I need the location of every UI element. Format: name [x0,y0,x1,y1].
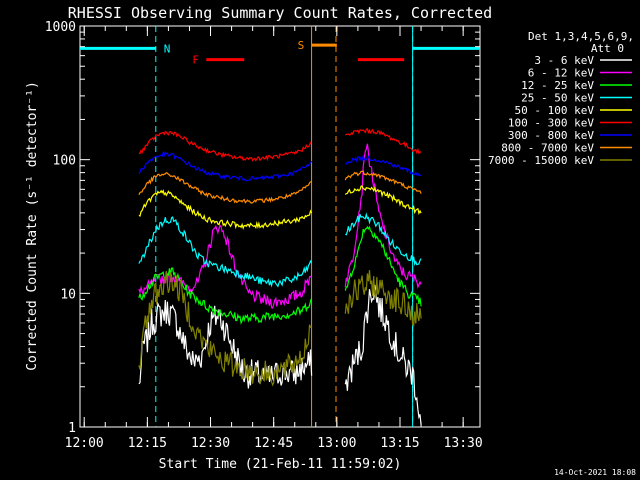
x-axis-label: Start Time (21-Feb-11 11:59:02) [159,457,402,472]
series-line-4-seg0 [138,189,313,230]
y-tick-label: 1000 [45,20,76,35]
x-tick-label: 12:45 [254,436,293,451]
series-line-1-seg1 [344,143,422,290]
y-axis-label: Corrected Count Rate (s⁻¹ detector⁻¹) [25,81,40,371]
y-tick-label: 1 [68,421,76,436]
x-tick-label: 13:00 [317,436,356,451]
y-tick-label: 100 [53,154,76,169]
series-line-3-seg1 [345,212,422,267]
legend-label: 800 - 7000 keV [501,142,594,155]
series-line-8-seg1 [344,270,422,327]
x-tick-label: 12:30 [191,436,230,451]
plot-area [79,25,481,428]
orbit-markers: N F S [80,26,480,427]
chart-title: RHESSI Observing Summary Count Rates, Co… [68,4,492,22]
x-tick-label: 13:15 [380,436,419,451]
series-line-5-seg1 [344,127,422,155]
series-line-4-seg1 [344,185,422,215]
legend-label: 50 - 100 keV [515,104,595,117]
series-line-0-seg1 [344,284,422,426]
series-line-7-seg0 [138,171,312,204]
legend-attenuator: Att 0 [591,42,624,55]
series-line-2-seg0 [138,267,313,325]
flare-label: F [192,54,199,67]
series-line-5-seg0 [138,130,312,162]
series-line-2-seg1 [344,225,422,307]
x-axis: 12:00 12:15 12:30 12:45 13:00 13:15 13:30 [65,26,483,451]
night-label: N [164,42,171,55]
legend-label: 6 - 12 keV [528,67,595,80]
series-line-0-seg0 [138,299,313,389]
legend-label: 7000 - 15000 keV [488,154,594,167]
saa-label: S [298,39,305,52]
footer-date: 14-Oct-2021 18:08 [554,468,636,477]
x-tick-label: 12:00 [65,436,104,451]
x-tick-label: 12:15 [128,436,167,451]
legend-label: 12 - 25 keV [521,79,594,92]
legend-label: 100 - 300 keV [508,117,594,130]
legend-label: 3 - 6 keV [534,54,594,67]
series-line-3-seg0 [138,216,313,288]
series-layer [138,127,422,426]
x-tick-label: 13:30 [444,436,483,451]
series-line-8-seg0 [138,271,312,387]
series-line-7-seg1 [344,170,422,194]
y-axis: 1 10 100 1000 [45,20,480,436]
legend-label: 300 - 800 keV [508,129,594,142]
series-line-1-seg0 [138,224,313,309]
y-tick-label: 10 [60,287,76,302]
legend-label: 25 - 50 keV [521,92,594,105]
legend-detectors: Det 1,3,4,5,6,9, [528,30,634,43]
series-line-6-seg0 [138,150,313,182]
series-line-6-seg1 [345,153,422,177]
